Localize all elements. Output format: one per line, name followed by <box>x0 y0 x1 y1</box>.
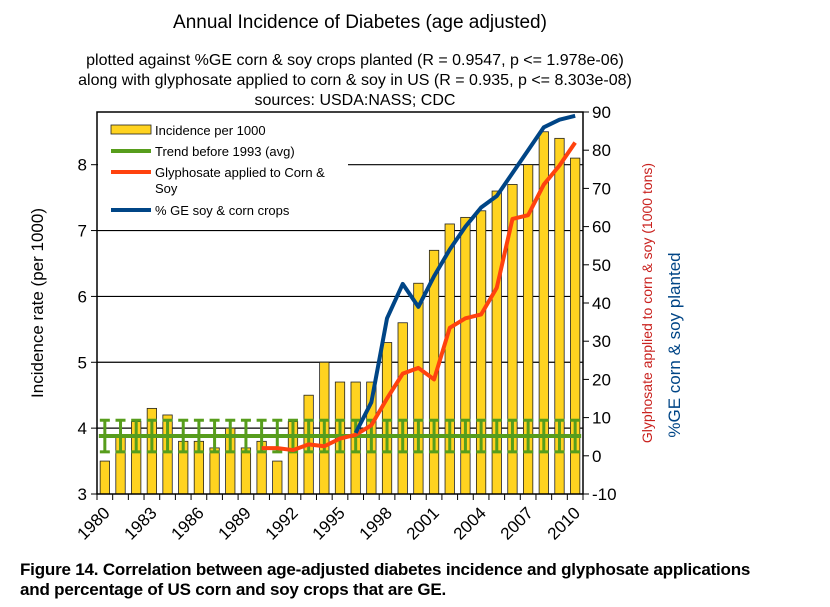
y-right-tick-label: 0 <box>592 447 601 466</box>
x-tick-label: 2010 <box>544 503 584 543</box>
y-tick-label: 4 <box>78 419 87 438</box>
y-tick-label: 8 <box>78 156 87 175</box>
plot-frame <box>96 111 584 495</box>
x-tick-label: 2007 <box>497 503 537 543</box>
y-tick-label: 6 <box>78 287 87 306</box>
x-tick-label: 2004 <box>450 503 490 543</box>
bar-2000 <box>413 282 424 495</box>
y-right-tick-label: 10 <box>592 409 611 428</box>
x-tick-label: 2001 <box>403 503 443 543</box>
y-right-tick-label: 30 <box>592 332 611 351</box>
legend-label-glyphosate: Glyphosate applied to Corn & Soy <box>155 165 325 196</box>
legend-label-ge: % GE soy & corn crops <box>155 203 290 218</box>
y-tick-label: 3 <box>78 485 87 504</box>
bar-1989 <box>240 447 252 495</box>
y-right-tick-label: 60 <box>592 218 611 237</box>
y-right-tick-label: -10 <box>592 485 617 504</box>
x-tick-label: 1986 <box>168 503 208 543</box>
ge-crops-line <box>353 113 576 434</box>
legend-label-incidence: Incidence per 1000 <box>155 123 266 138</box>
y-right-tick-label: 90 <box>592 103 611 122</box>
legend-swatch-incidence <box>110 124 152 135</box>
x-tick-label: 1983 <box>121 503 161 543</box>
y-right-axis-label-glyphosate: Glyphosate applied to corn & soy (1000 t… <box>639 163 655 443</box>
y-right-tick-label: 50 <box>592 256 611 275</box>
y-tick-label: 7 <box>78 222 87 241</box>
y-right-tick-label: 80 <box>592 141 611 160</box>
x-tick-label: 1998 <box>356 503 396 543</box>
glyphosate-line <box>261 141 577 453</box>
bar-1991 <box>272 460 283 495</box>
y-tick-label: 5 <box>78 353 87 372</box>
y-axis-label: Incidence rate (per 1000) <box>28 208 47 398</box>
x-tick-label: 1995 <box>309 503 349 543</box>
x-tick-label: 1980 <box>73 503 113 543</box>
legend-label-trend: Trend before 1993 (avg) <box>155 144 295 159</box>
y-right-tick-label: 70 <box>592 179 611 198</box>
bar-1987 <box>209 447 220 495</box>
chart-subtitle-1: plotted against %GE corn & soy crops pla… <box>86 52 624 69</box>
figure-caption: Figure 14. Correlation between age-adjus… <box>20 560 750 600</box>
caption-line-2: and percentage of US corn and soy crops … <box>20 580 447 599</box>
bar-1999 <box>397 322 408 495</box>
chart-subtitle-2: along with glyphosate applied to corn & … <box>78 72 632 89</box>
x-tick-label: 1992 <box>262 503 302 543</box>
caption-line-1: Figure 14. Correlation between age-adjus… <box>20 560 751 579</box>
y-right-tick-label: 40 <box>592 294 611 313</box>
y-right-tick-label: 20 <box>592 370 611 389</box>
chart-subtitle-3: sources: USDA:NASS; CDC <box>255 92 456 109</box>
bar-1980 <box>99 460 110 495</box>
chart-title: Annual Incidence of Diabetes (age adjust… <box>173 12 547 33</box>
bar-1998 <box>381 342 393 495</box>
x-tick-label: 1989 <box>215 503 255 543</box>
bar-2002 <box>444 223 455 495</box>
y-right-axis-label-ge: %GE corn & soy planted <box>665 252 684 437</box>
